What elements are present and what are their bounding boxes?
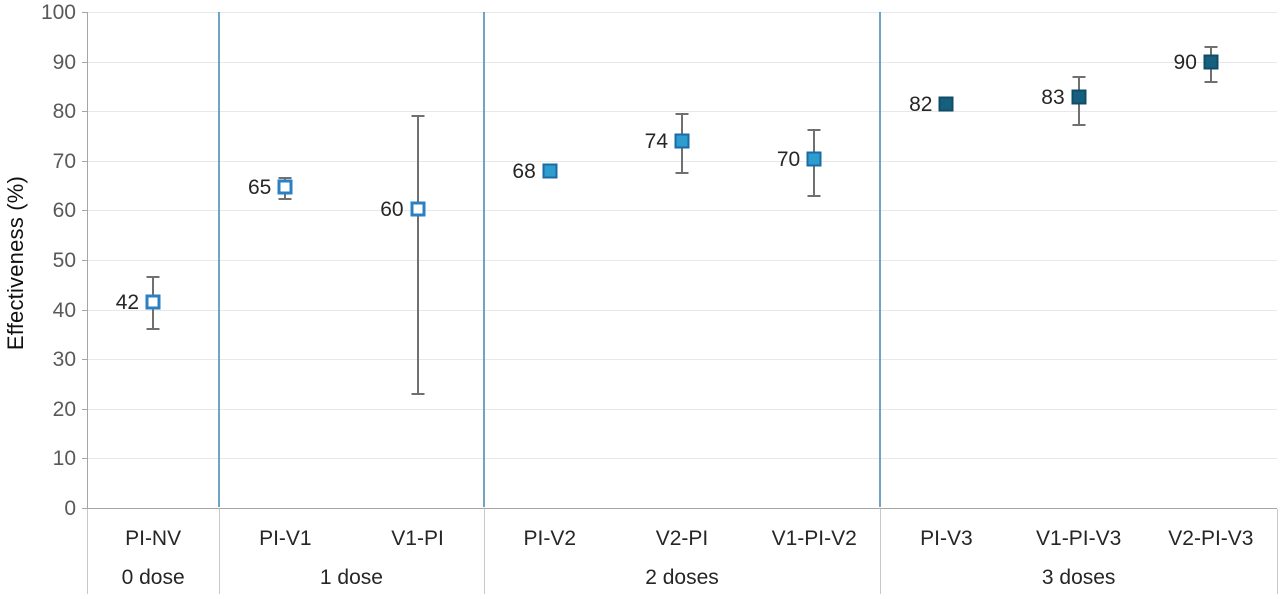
group-separator (879, 12, 882, 507)
y-tick-label: 40 (52, 298, 76, 322)
x-axis-line (87, 508, 1277, 509)
data-label: 60 (380, 197, 404, 221)
label-separator (880, 509, 882, 594)
y-axis-tick (82, 458, 87, 460)
y-axis-tick (82, 508, 87, 509)
category-label: V2-PI-V3 (1168, 527, 1254, 550)
y-axis-tick (82, 309, 87, 311)
label-separator-left (87, 509, 88, 594)
error-bar-cap-top (1072, 75, 1086, 78)
y-axis-tick (82, 12, 87, 13)
data-marker-pi-v2 (542, 163, 558, 179)
y-tick-label: 10 (52, 447, 76, 471)
y-axis-line (87, 12, 88, 508)
y-tick-label: 70 (52, 149, 76, 173)
error-bar-cap-bottom (1072, 124, 1086, 127)
data-marker-v1-pi (410, 201, 426, 217)
error-bar-cap-top (146, 276, 160, 279)
data-marker-v1-pi-v3 (1071, 89, 1087, 105)
y-tick-label: 50 (52, 249, 76, 272)
gridline (88, 61, 1277, 63)
y-axis-tick (82, 408, 87, 410)
y-axis-tick (82, 359, 87, 361)
y-tick-label: 20 (52, 397, 76, 421)
category-label: PI-V2 (523, 527, 577, 550)
group-label: 2 doses (645, 566, 719, 589)
label-separator (483, 509, 485, 594)
data-label: 83 (1041, 86, 1065, 110)
gridline (88, 359, 1277, 361)
category-label: V1-PI (391, 527, 444, 550)
data-marker-v1-pi-v2 (806, 151, 822, 167)
data-label: 70 (776, 148, 801, 172)
error-bar-cap-top (675, 112, 689, 115)
y-axis-tick (82, 111, 87, 113)
y-tick-label: 60 (52, 199, 76, 223)
gridline (88, 458, 1277, 460)
data-marker-pi-v3 (938, 96, 954, 112)
error-bar-cap-bottom (411, 392, 425, 395)
y-axis-tick (82, 160, 87, 162)
gridline (88, 260, 1277, 261)
data-label: 65 (247, 176, 272, 200)
category-label: PI-NV (125, 527, 182, 550)
y-tick-label: 30 (52, 348, 76, 372)
gridline (88, 408, 1277, 410)
error-bar-cap-top (1204, 46, 1218, 49)
data-marker-pi-nv (145, 294, 161, 310)
label-separator-right (1277, 509, 1278, 594)
error-bar-cap-bottom (146, 328, 160, 331)
category-label: V1-PI-V3 (1036, 527, 1122, 550)
y-tick-label: 100 (40, 1, 76, 24)
data-marker-pi-v1 (277, 179, 293, 195)
gridline (88, 12, 1277, 13)
y-tick-label: 0 (64, 497, 76, 520)
gridline (88, 210, 1277, 212)
y-tick-label: 90 (52, 50, 76, 74)
gridline (88, 309, 1277, 311)
category-label: V2-PI (655, 527, 709, 550)
group-label: 0 dose (121, 566, 185, 589)
data-label: 74 (644, 129, 668, 153)
group-separator (482, 12, 485, 507)
error-bar (416, 116, 419, 394)
data-label: 42 (115, 291, 140, 315)
data-label: 82 (909, 92, 933, 116)
y-axis-tick (82, 61, 87, 63)
error-bar-cap-top (278, 177, 292, 180)
category-label: V1-PI-V2 (771, 527, 857, 550)
gridline (88, 111, 1277, 113)
category-label: PI-V1 (259, 527, 312, 550)
group-separator (218, 12, 221, 507)
error-bar-cap-top (411, 115, 425, 118)
y-tick-label: 80 (52, 100, 76, 124)
error-bar-cap-bottom (807, 194, 821, 197)
group-label: 3 doses (1041, 566, 1116, 589)
data-label: 68 (512, 159, 536, 183)
error-bar-cap-bottom (1204, 81, 1218, 84)
error-bar-cap-top (807, 128, 821, 131)
error-bar-cap-bottom (278, 197, 292, 200)
label-separator (219, 509, 221, 594)
data-marker-v2-pi (674, 133, 690, 149)
group-label: 1 dose (319, 566, 383, 589)
data-label: 90 (1173, 50, 1197, 74)
error-bar-cap-bottom (675, 172, 689, 175)
y-axis-tick (82, 210, 87, 212)
y-axis-tick (82, 260, 87, 261)
category-label: PI-V3 (920, 527, 973, 550)
data-marker-v2-pi-v3 (1203, 54, 1219, 70)
